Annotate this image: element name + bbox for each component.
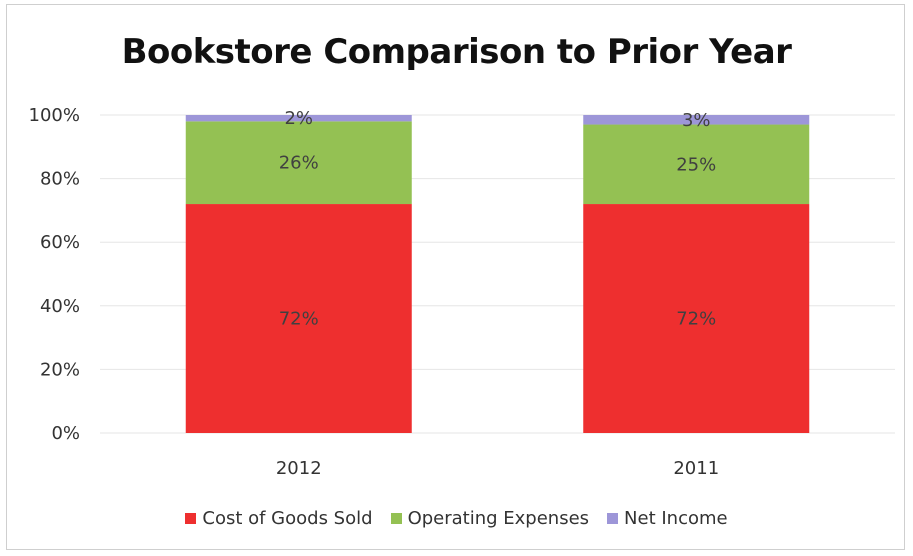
legend-item: Operating Expenses	[390, 508, 590, 529]
data-label: 3%	[682, 110, 711, 131]
y-tick-label: 60%	[40, 232, 80, 253]
legend-swatch	[607, 513, 619, 524]
legend-label: Net Income	[624, 508, 728, 529]
bar-segment-operating-expenses	[583, 124, 810, 205]
bar-segment-net-income	[185, 115, 412, 122]
legend-item: Net Income	[607, 508, 728, 529]
bar-segment-cost-of-goods-sold	[185, 204, 412, 433]
legend-swatch	[185, 513, 197, 524]
legend-label: Cost of Goods Sold	[202, 508, 373, 529]
bar-segment-cost-of-goods-sold	[583, 204, 810, 433]
y-tick-label: 0%	[51, 423, 80, 444]
data-label: 2%	[284, 108, 313, 129]
x-category-label: 2011	[673, 458, 719, 479]
bar-segment-operating-expenses	[185, 121, 412, 205]
data-label: 72%	[676, 309, 716, 330]
y-tick-label: 80%	[40, 169, 80, 190]
data-label: 72%	[279, 309, 319, 330]
data-label: 25%	[676, 154, 716, 175]
chart-legend: Cost of Goods Sold Operating Expenses Net …	[0, 508, 913, 529]
legend-item: Cost of Goods Sold	[185, 508, 373, 529]
legend-swatch	[390, 513, 402, 524]
legend-label: Operating Expenses	[407, 508, 590, 529]
data-label: 26%	[279, 153, 319, 174]
y-tick-label: 20%	[40, 359, 80, 380]
x-category-label: 2012	[276, 458, 322, 479]
y-tick-label: 40%	[40, 296, 80, 317]
chart-title: Bookstore Comparison to Prior Year	[121, 32, 792, 72]
y-tick-label: 100%	[29, 105, 80, 126]
bar-segment-net-income	[583, 115, 810, 125]
